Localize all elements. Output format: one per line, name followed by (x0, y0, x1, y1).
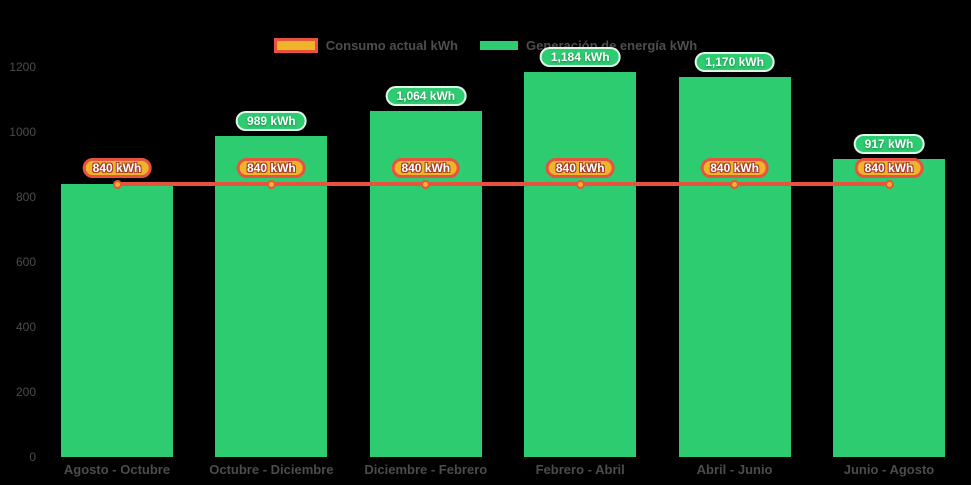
bar[interactable] (524, 72, 637, 457)
generacion-swatch-icon (479, 41, 518, 50)
y-axis-tick-label: 400 (15, 320, 36, 334)
legend: Consumo actual kWh Generación de energía… (0, 38, 971, 53)
x-axis-label: Abril - Junio (696, 462, 773, 477)
y-axis-tick-label: 200 (15, 385, 36, 399)
consumption-line (117, 182, 889, 186)
x-axis-label: Agosto - Octubre (63, 462, 171, 477)
line-point-marker[interactable] (884, 179, 894, 189)
x-axis-label: Octubre - Diciembre (209, 462, 334, 477)
legend-label-consumo: Consumo actual kWh (325, 38, 458, 53)
bar[interactable] (215, 135, 328, 457)
y-axis-tick-label: 1200 (9, 60, 36, 74)
bar[interactable] (61, 184, 173, 457)
consumption-value-badge: 840 kWh (854, 158, 924, 178)
generation-value-badge: 1,170 kWh (694, 51, 775, 72)
consumption-value-badge: 840 kWh (700, 158, 769, 178)
legend-item-consumo[interactable]: Consumo actual kWh (273, 38, 458, 53)
generation-value-badge: 989 kWh (236, 110, 307, 131)
consumption-value-badge: 840 kWh (545, 158, 615, 178)
line-point-marker[interactable] (730, 179, 740, 189)
y-axis-tick-label: 0 (29, 450, 36, 464)
y-axis-tick-label: 1000 (9, 125, 36, 139)
consumo-swatch-icon (273, 38, 318, 53)
bar[interactable] (833, 158, 945, 457)
line-point-marker[interactable] (266, 179, 276, 189)
bar[interactable] (678, 76, 791, 457)
consumption-value-badge: 840 kWh (82, 158, 152, 178)
x-axis-label: Febrero - Abril (535, 462, 625, 477)
line-point-marker[interactable] (112, 179, 122, 189)
line-point-marker[interactable] (575, 179, 585, 189)
y-axis-tick-label: 600 (15, 255, 36, 269)
generation-value-badge: 917 kWh (853, 133, 925, 154)
line-point-marker[interactable] (421, 179, 431, 189)
x-axis-label: Junio - Agosto (843, 462, 935, 477)
consumption-value-badge: 840 kWh (391, 158, 461, 178)
consumption-value-badge: 840 kWh (237, 158, 306, 178)
generation-value-badge: 1,064 kWh (385, 86, 467, 107)
generation-value-badge: 1,184 kWh (539, 47, 621, 68)
x-axis-label: Diciembre - Febrero (364, 462, 488, 477)
y-axis-tick-label: 800 (15, 190, 36, 204)
